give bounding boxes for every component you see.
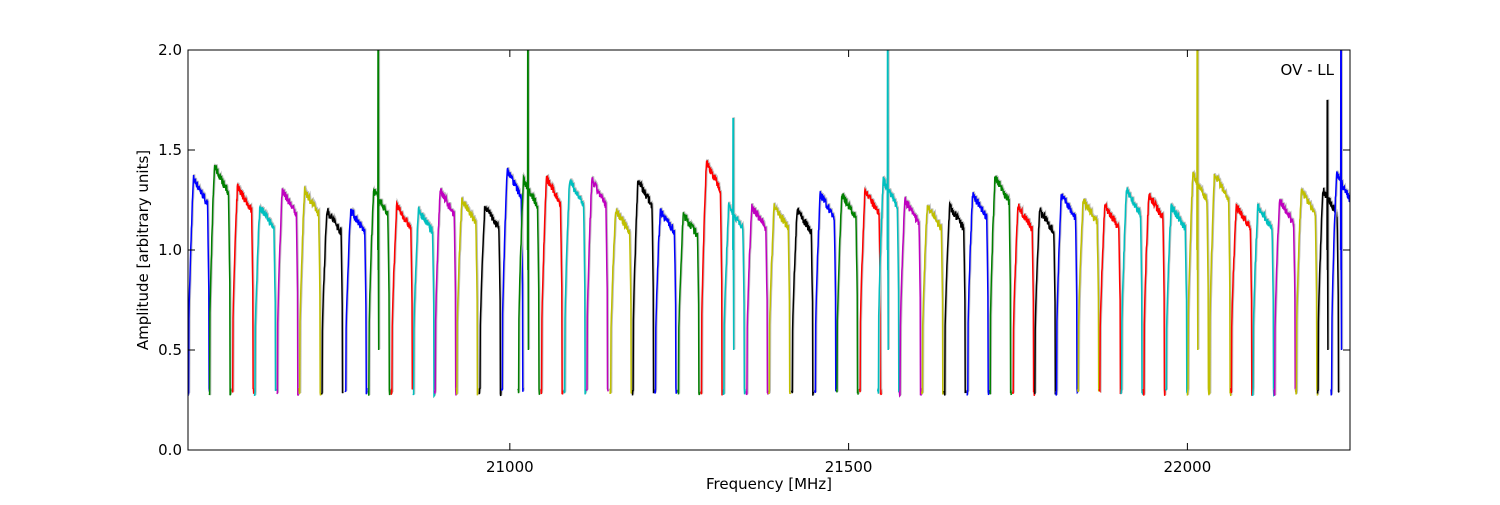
window-trace-0 bbox=[188, 174, 211, 397]
y-tick-label: 1.0 bbox=[158, 241, 182, 259]
x-axis-label: Frequency [MHz] bbox=[706, 475, 832, 493]
window-trace-35 bbox=[966, 192, 990, 396]
x-tick-label: 21000 bbox=[486, 458, 534, 476]
window-trace-45 bbox=[1186, 50, 1210, 396]
window-trace-9 bbox=[390, 199, 414, 395]
window-trace-47 bbox=[1230, 203, 1254, 396]
spectral-window-traces bbox=[188, 50, 1350, 399]
y-tick-label: 0.5 bbox=[158, 341, 182, 359]
window-trace-36 bbox=[988, 175, 1012, 396]
window-trace-30 bbox=[858, 186, 882, 396]
window-trace-4 bbox=[276, 188, 300, 396]
window-trace-42 bbox=[1120, 187, 1144, 395]
window-trace-20 bbox=[631, 180, 655, 396]
window-trace-12 bbox=[455, 197, 479, 396]
window-trace-13 bbox=[478, 206, 502, 397]
window-trace-26 bbox=[767, 203, 792, 395]
window-trace-21 bbox=[654, 208, 678, 394]
window-trace-34 bbox=[943, 201, 967, 396]
window-trace-14 bbox=[500, 167, 524, 392]
window-trace-49 bbox=[1273, 199, 1297, 396]
window-trace-17 bbox=[563, 179, 587, 395]
y-tick-label: 2.0 bbox=[158, 41, 182, 59]
window-trace-8 bbox=[367, 50, 391, 396]
window-trace-27 bbox=[790, 207, 815, 396]
window-trace-19 bbox=[609, 208, 633, 394]
y-tick-label: 0.0 bbox=[158, 441, 182, 459]
window-trace-11 bbox=[433, 188, 458, 396]
window-trace-23 bbox=[700, 160, 724, 396]
y-axis-ticks: 0.0 0.5 1.0 1.5 2.0 bbox=[158, 41, 1350, 459]
window-trace-1 bbox=[208, 164, 232, 396]
window-trace-25 bbox=[745, 203, 769, 396]
window-trace-50 bbox=[1295, 188, 1319, 396]
window-trace-31 bbox=[876, 50, 900, 394]
window-trace-32 bbox=[898, 196, 922, 398]
window-trace-44 bbox=[1164, 203, 1189, 394]
window-trace-28 bbox=[813, 191, 837, 394]
y-axis-label: Amplitude [arbitrary units] bbox=[134, 150, 152, 350]
window-trace-38 bbox=[1033, 207, 1057, 395]
window-trace-29 bbox=[835, 193, 859, 395]
window-trace-7 bbox=[344, 208, 368, 395]
window-trace-22 bbox=[677, 212, 701, 396]
window-trace-39 bbox=[1055, 193, 1079, 396]
window-trace-3 bbox=[253, 204, 277, 396]
window-trace-40 bbox=[1076, 198, 1100, 393]
x-tick-label: 21500 bbox=[825, 458, 873, 476]
window-trace-15 bbox=[517, 50, 541, 396]
x-axis-ticks: 21000 21500 22000 bbox=[486, 50, 1211, 476]
window-trace-2 bbox=[231, 183, 255, 394]
window-trace-48 bbox=[1251, 203, 1275, 397]
window-trace-24 bbox=[722, 117, 746, 395]
correlation-annotation: OV - LL bbox=[1281, 61, 1335, 79]
window-trace-46 bbox=[1208, 173, 1232, 397]
window-trace-6 bbox=[320, 208, 344, 396]
y-tick-label: 1.5 bbox=[158, 141, 182, 159]
x-tick-label: 22000 bbox=[1164, 458, 1212, 476]
window-trace-10 bbox=[412, 206, 436, 399]
window-trace-43 bbox=[1142, 193, 1166, 396]
window-trace-18 bbox=[585, 176, 609, 392]
window-trace-41 bbox=[1098, 202, 1122, 395]
window-trace-5 bbox=[298, 186, 322, 396]
window-trace-16 bbox=[540, 175, 564, 395]
window-trace-37 bbox=[1011, 203, 1036, 396]
window-trace-52 bbox=[1330, 50, 1350, 396]
window-trace-33 bbox=[921, 204, 945, 395]
